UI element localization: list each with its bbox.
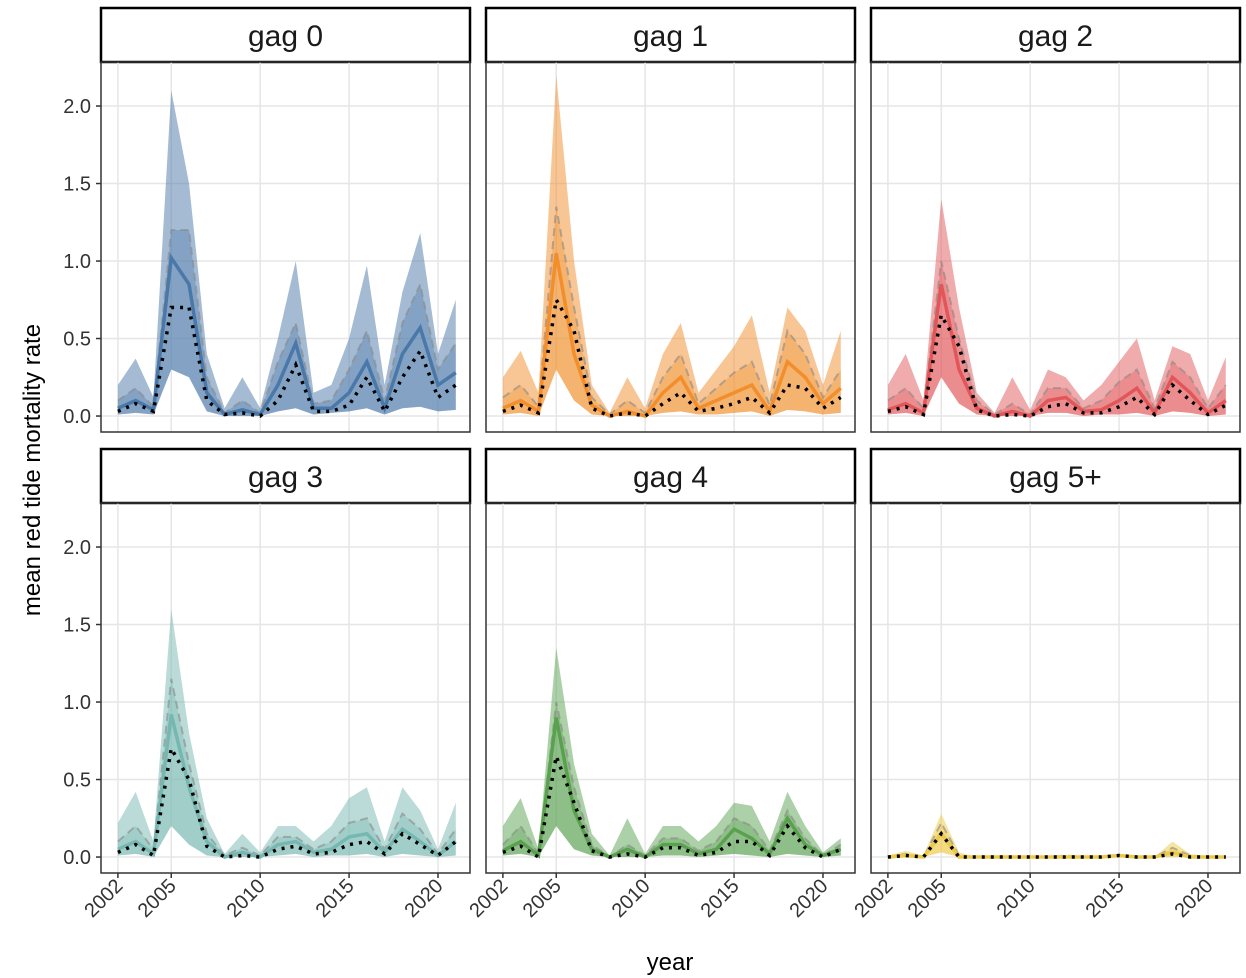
outer-band — [117, 90, 456, 417]
median-line — [117, 743, 457, 859]
panel-border — [100, 61, 471, 433]
x-tick-label: 2005 — [904, 875, 951, 922]
outer-band — [887, 199, 1226, 417]
y-tick-label: 2.0 — [63, 537, 91, 559]
strip — [484, 6, 857, 64]
y-tick-label: 0.0 — [63, 847, 91, 869]
panel-title: gag 4 — [633, 461, 708, 494]
inner-upper-line — [502, 701, 842, 859]
y-tick-label: 1.5 — [63, 615, 91, 637]
y-tick-label: 1.5 — [63, 174, 91, 196]
inner-upper-line — [117, 678, 457, 857]
panel-title: gag 3 — [248, 461, 323, 494]
y-tick-label: 0.5 — [63, 329, 91, 351]
inner-upper-line — [887, 260, 1227, 416]
median-line — [502, 749, 842, 860]
x-tick-label: 2002 — [465, 875, 512, 922]
strip — [869, 6, 1242, 64]
x-tick-label: 2020 — [401, 875, 448, 922]
panel-border — [870, 502, 1241, 874]
y-axis-title: mean red tide mortality rate — [19, 324, 46, 616]
mean-line — [887, 283, 1227, 418]
panel-title: gag 0 — [248, 20, 323, 53]
x-tick-label: 2015 — [697, 875, 744, 922]
x-tick-label: 2020 — [1171, 875, 1218, 922]
mean-line — [887, 830, 1226, 859]
panel-border — [485, 502, 856, 874]
y-tick-label: 2.0 — [63, 96, 91, 118]
panel-data — [117, 90, 457, 418]
panel-title: gag 1 — [633, 20, 708, 53]
mean-line — [117, 714, 457, 859]
x-tick-label: 2010 — [993, 875, 1040, 922]
y-tick-label: 0.0 — [63, 406, 91, 428]
panel-title: gag 2 — [1018, 20, 1093, 53]
x-axis-title: year — [647, 949, 694, 976]
x-tick-label: 2002 — [850, 875, 897, 922]
mean-line — [117, 253, 457, 417]
x-tick-label: 2005 — [519, 875, 566, 922]
mean-line — [502, 252, 842, 419]
x-tick-label: 2020 — [786, 875, 833, 922]
inner-band — [502, 702, 841, 858]
outer-band — [502, 647, 841, 858]
inner-band — [502, 206, 841, 417]
strip — [99, 447, 472, 505]
mean-line — [502, 717, 842, 860]
panel-data — [502, 75, 842, 419]
x-tick-label: 2010 — [223, 875, 270, 922]
panel-border — [485, 61, 856, 433]
x-tick-label: 2015 — [1082, 875, 1129, 922]
panel-data — [502, 647, 842, 860]
panel-data — [887, 199, 1227, 418]
x-tick-label: 2005 — [134, 875, 181, 922]
panel-border — [100, 502, 471, 874]
y-tick-label: 1.0 — [63, 251, 91, 273]
y-tick-label: 1.0 — [63, 692, 91, 714]
x-tick-label: 2015 — [312, 875, 359, 922]
median-line — [117, 305, 457, 418]
x-tick-label: 2002 — [80, 875, 127, 922]
panel-data — [887, 813, 1226, 859]
strip — [99, 6, 472, 64]
median-line — [887, 310, 1227, 418]
x-tick-label: 2010 — [608, 875, 655, 922]
panel-border — [870, 61, 1241, 433]
y-tick-label: 0.5 — [63, 770, 91, 792]
inner-upper-line — [502, 206, 842, 416]
inner-band — [887, 261, 1226, 417]
panel-title: gag 5+ — [1009, 461, 1102, 494]
panel-data — [117, 609, 457, 859]
inner-upper-line — [117, 229, 457, 415]
